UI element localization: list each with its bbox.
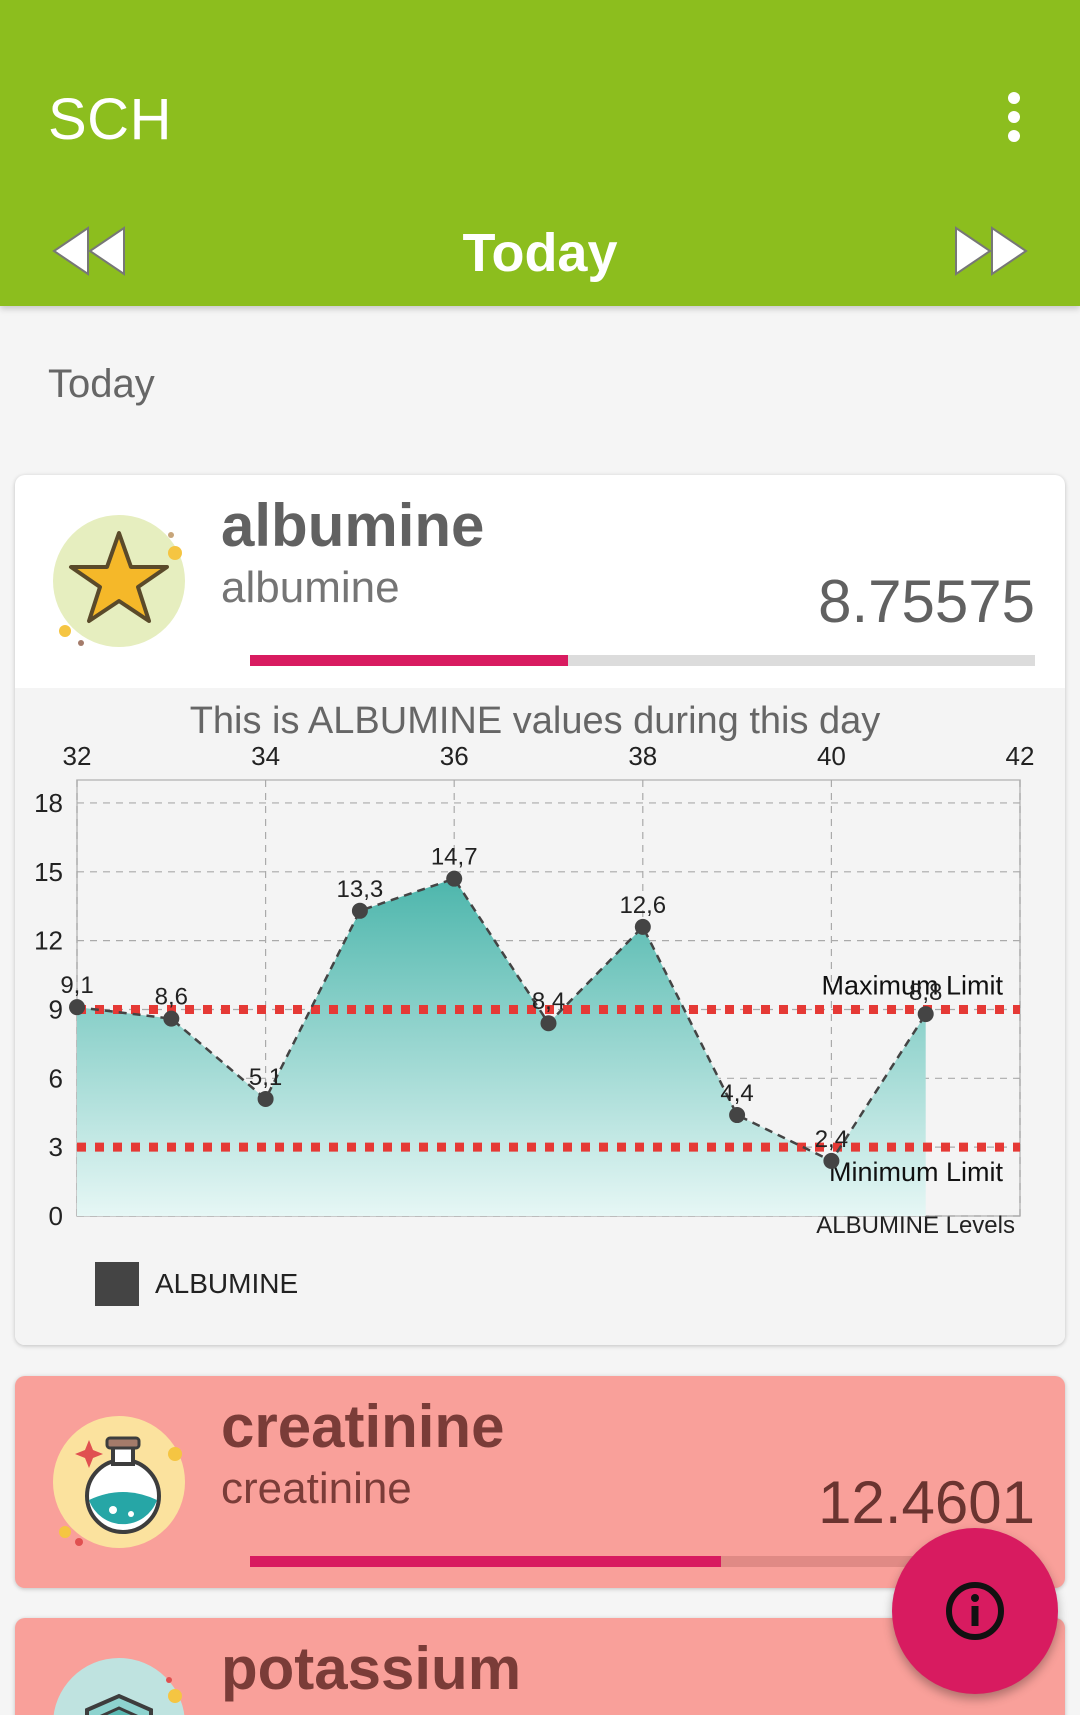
x-tick-label: 32 bbox=[63, 741, 92, 771]
data-point bbox=[917, 1006, 934, 1023]
level-progress-bar bbox=[250, 1556, 1035, 1567]
potassium-card[interactable]: potassium bbox=[15, 1618, 1065, 1715]
level-progress-fill bbox=[250, 1556, 721, 1567]
section-label: Today bbox=[48, 362, 155, 406]
x-tick-label: 34 bbox=[251, 741, 280, 771]
card-title: albumine bbox=[221, 492, 485, 559]
nav-title: Today bbox=[462, 223, 618, 283]
info-fab-button[interactable] bbox=[892, 1528, 1058, 1694]
card-title: creatinine bbox=[221, 1393, 505, 1460]
y-tick-label: 6 bbox=[49, 1063, 63, 1093]
card-value: 12.4601 bbox=[818, 1469, 1035, 1536]
data-label: 8,4 bbox=[532, 988, 565, 1015]
overflow-menu-icon[interactable] bbox=[994, 88, 1034, 146]
card-title: potassium bbox=[221, 1635, 522, 1702]
star-icon bbox=[51, 513, 187, 649]
data-point bbox=[69, 999, 85, 1016]
card-subtitle: albumine bbox=[221, 563, 400, 612]
chart-title: This is ALBUMINE values during this day bbox=[190, 700, 881, 742]
x-tick-label: 36 bbox=[440, 741, 469, 771]
limit-label: Maximum Limit bbox=[821, 970, 1003, 1000]
shield-icon bbox=[51, 1656, 187, 1715]
data-point bbox=[634, 918, 651, 935]
fast-forward-icon[interactable] bbox=[950, 222, 1032, 280]
card-value: 8.75575 bbox=[818, 568, 1035, 635]
y-tick-label: 15 bbox=[34, 857, 63, 887]
level-progress-bar bbox=[250, 655, 1035, 666]
data-label: 8,6 bbox=[155, 984, 188, 1011]
data-point bbox=[446, 870, 463, 887]
y-tick-label: 3 bbox=[49, 1132, 63, 1162]
chart-description: ALBUMINE Levels bbox=[816, 1212, 1015, 1239]
data-label: 9,1 bbox=[60, 972, 93, 999]
chart-svg: This is ALBUMINE values during this day … bbox=[34, 700, 1035, 1306]
y-tick-label: 9 bbox=[49, 994, 63, 1024]
data-point bbox=[540, 1015, 557, 1032]
data-label: 5,1 bbox=[249, 1064, 282, 1091]
series-line bbox=[76, 877, 927, 1163]
data-label: 2,4 bbox=[815, 1126, 848, 1153]
data-label: 14,7 bbox=[431, 844, 478, 871]
data-point bbox=[729, 1107, 746, 1124]
data-label: 8,8 bbox=[909, 979, 942, 1006]
legend-swatch bbox=[95, 1262, 139, 1306]
level-progress-fill bbox=[250, 655, 568, 666]
x-tick-label: 38 bbox=[628, 741, 657, 771]
card-subtitle: creatinine bbox=[221, 1464, 412, 1513]
creatinine-card[interactable]: creatinine creatinine 12.4601 bbox=[15, 1376, 1065, 1588]
data-label: 12,6 bbox=[619, 892, 666, 919]
info-icon bbox=[946, 1582, 1004, 1640]
albumine-chart: This is ALBUMINE values during this day … bbox=[15, 688, 1065, 1345]
rewind-icon[interactable] bbox=[48, 222, 130, 280]
data-label: 13,3 bbox=[337, 876, 384, 903]
series-area bbox=[77, 878, 926, 1216]
x-tick-label: 40 bbox=[817, 741, 846, 771]
potion-flask-icon bbox=[51, 1414, 187, 1550]
limit-label: Minimum Limit bbox=[829, 1157, 1004, 1187]
legend-label: ALBUMINE bbox=[155, 1268, 298, 1299]
y-tick-label: 0 bbox=[49, 1201, 63, 1231]
data-point bbox=[823, 1152, 840, 1169]
data-point bbox=[351, 902, 368, 919]
data-label: 4,4 bbox=[720, 1080, 753, 1107]
app-bar: SCH Today bbox=[0, 0, 1080, 306]
albumine-card[interactable]: albumine albumine 8.75575 This is ALBUMI… bbox=[15, 475, 1065, 1345]
y-tick-label: 12 bbox=[34, 926, 63, 956]
app-title: SCH bbox=[48, 87, 172, 152]
x-tick-label: 42 bbox=[1006, 741, 1035, 771]
y-tick-label: 18 bbox=[34, 788, 63, 818]
data-point bbox=[257, 1090, 274, 1107]
data-point bbox=[163, 1010, 180, 1027]
